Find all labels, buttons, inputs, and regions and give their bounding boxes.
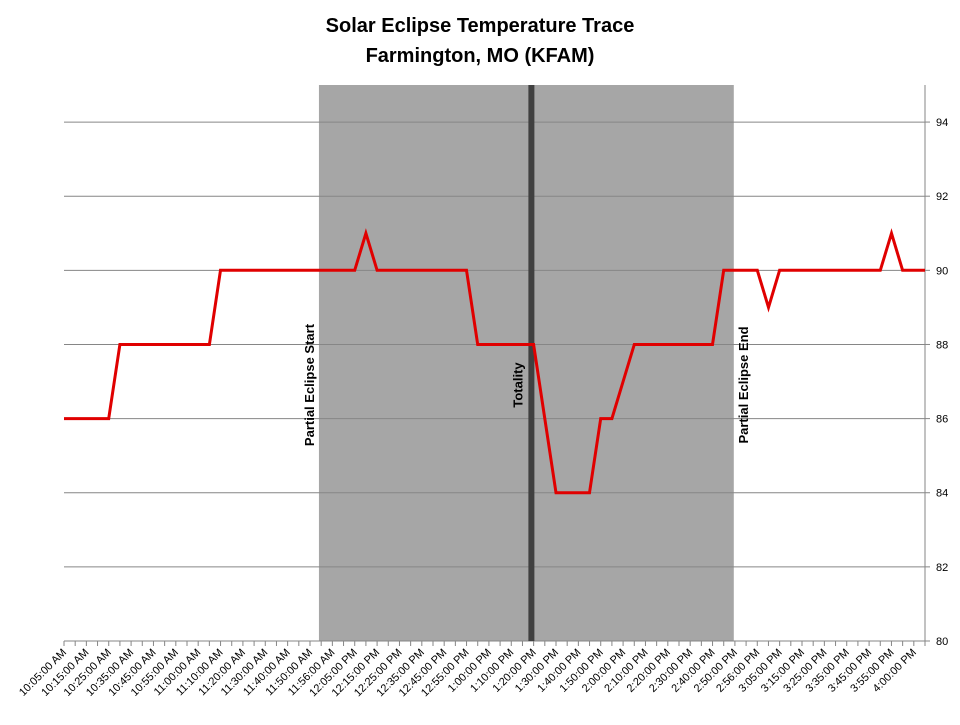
- y-tick-label: 86: [936, 414, 948, 426]
- chart-title: Solar Eclipse Temperature Trace: [326, 15, 635, 37]
- temperature-line: [64, 228, 925, 495]
- annotation: Partial Eclipse End: [736, 326, 751, 443]
- chart-subtitle: Farmington, MO (KFAM): [366, 45, 595, 67]
- annotation: Partial Eclipse Start: [302, 323, 317, 446]
- y-tick-label: 88: [936, 339, 948, 351]
- annotation: Totality: [510, 362, 525, 408]
- y-tick-label: 80: [936, 636, 948, 648]
- y-tick-label: 94: [936, 117, 948, 129]
- y-tick-label: 92: [936, 191, 948, 203]
- y-tick-label: 84: [936, 488, 948, 500]
- y-tick-label: 90: [936, 265, 948, 277]
- eclipse-shading: [318, 85, 734, 641]
- y-tick-label: 82: [936, 562, 948, 574]
